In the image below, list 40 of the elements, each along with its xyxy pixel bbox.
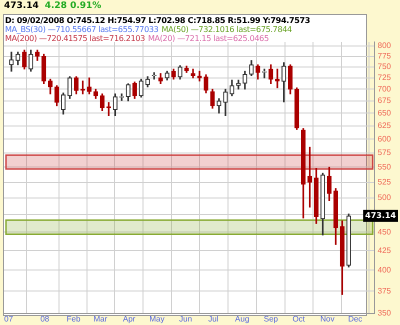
y-tick-label: 625 [378, 121, 392, 130]
text: D: 09/02/2008 O:745.12 H:754.97 L:702.98 C:718.85 R:51.99 Y:794.7573 [5, 16, 310, 25]
annotation: 473.14 [365, 210, 396, 220]
y-tick-label: 600 [378, 134, 392, 144]
y-tick-label: 800 [378, 41, 392, 50]
x-tick-label: Aug [235, 314, 250, 324]
chart-subtitle: 4.28 0.91% [44, 1, 102, 11]
text: MA(50) —732.1016 last=675.7844 [161, 25, 292, 34]
annotation: MA(200) —720.41575 last=716.2103 [5, 34, 145, 43]
annotation: MA(20) —721.15 last=625.0465 [148, 34, 269, 43]
candlestick [197, 70, 202, 82]
x-tick-label: Jun [179, 314, 192, 324]
y-tick-label: 750 [378, 62, 392, 72]
x-tick-label: Nov [320, 314, 335, 324]
y-tick-label: 775 [378, 51, 392, 60]
y-tick-label: 450 [378, 227, 392, 236]
y-tick-label: 400 [378, 265, 392, 274]
text: MA_BS(30) —710.55667 last=655.77033 [5, 25, 158, 34]
y-tick-label: 550 [378, 162, 392, 172]
x-tick-label: Oct [292, 314, 306, 324]
chart-title: 473.14 [4, 1, 39, 11]
x-tick-label: Mar [93, 314, 108, 324]
y-tick-label: 700 [378, 84, 392, 94]
y-tick-label: 650 [378, 108, 392, 118]
y-tick-label: 725 [378, 73, 392, 82]
y-tick-label: 350 [378, 308, 392, 318]
y-tick-label: 675 [378, 96, 392, 106]
x-tick-label: May [149, 314, 164, 324]
x-tick-label: 08 [40, 314, 50, 324]
y-tick-label: 500 [378, 193, 392, 202]
y-tick-label: 575 [378, 148, 392, 158]
x-tick-label: Dec [348, 314, 362, 324]
x-tick-label: Feb [66, 314, 81, 324]
y-tick-label: 525 [378, 177, 392, 186]
y-tick-label: 425 [378, 246, 392, 255]
x-tick-label: Apr [122, 314, 136, 324]
y-tick-label: 375 [378, 286, 392, 296]
x-tick-label: Sep [264, 314, 279, 324]
x-tick-label: Jul [208, 314, 219, 324]
x-tick-label: 07 [4, 314, 14, 324]
